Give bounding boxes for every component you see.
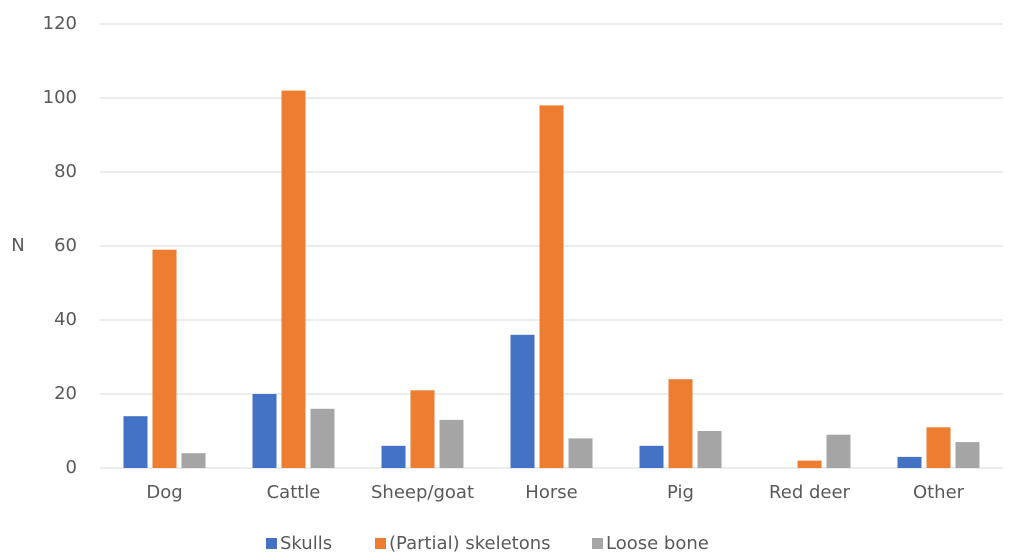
bar — [897, 456, 922, 468]
bar — [181, 453, 206, 468]
y-tick-label: 60 — [54, 235, 77, 256]
x-tick-label: Dog — [146, 482, 182, 503]
bar — [381, 445, 406, 468]
bar — [439, 419, 464, 468]
bar — [568, 438, 593, 468]
bar — [539, 105, 564, 469]
x-tick-label: Sheep/goat — [371, 482, 474, 503]
bar — [668, 379, 693, 468]
y-tick-label: 100 — [43, 87, 77, 108]
bar — [826, 434, 851, 468]
x-tick-label: Pig — [667, 482, 694, 503]
x-tick-label: Other — [913, 482, 965, 503]
y-tick-label: 20 — [54, 383, 77, 404]
bar — [510, 334, 535, 468]
bar — [123, 416, 148, 468]
x-tick-label: Red deer — [769, 482, 850, 503]
y-tick-label: 40 — [54, 309, 77, 330]
y-tick-label: 0 — [66, 457, 77, 478]
y-tick-label: 80 — [54, 161, 77, 182]
y-axis-label: N — [11, 235, 24, 256]
legend-label: Skulls — [280, 533, 332, 554]
legend-label: (Partial) skeletons — [389, 533, 551, 554]
bar — [281, 90, 306, 468]
bar — [797, 460, 822, 468]
x-tick-label: Horse — [525, 482, 577, 503]
bar — [697, 431, 722, 468]
bar — [639, 445, 664, 468]
legend-swatch — [592, 538, 603, 549]
legend-swatch — [266, 538, 277, 549]
x-tick-label: Cattle — [267, 482, 321, 503]
bar — [152, 249, 177, 468]
y-tick-label: 120 — [43, 13, 77, 34]
bar — [310, 408, 335, 468]
bar — [252, 394, 277, 468]
bar — [410, 390, 435, 468]
legend-swatch — [375, 538, 386, 549]
bar — [926, 427, 951, 468]
bar — [955, 442, 980, 468]
legend-label: Loose bone — [606, 533, 709, 554]
